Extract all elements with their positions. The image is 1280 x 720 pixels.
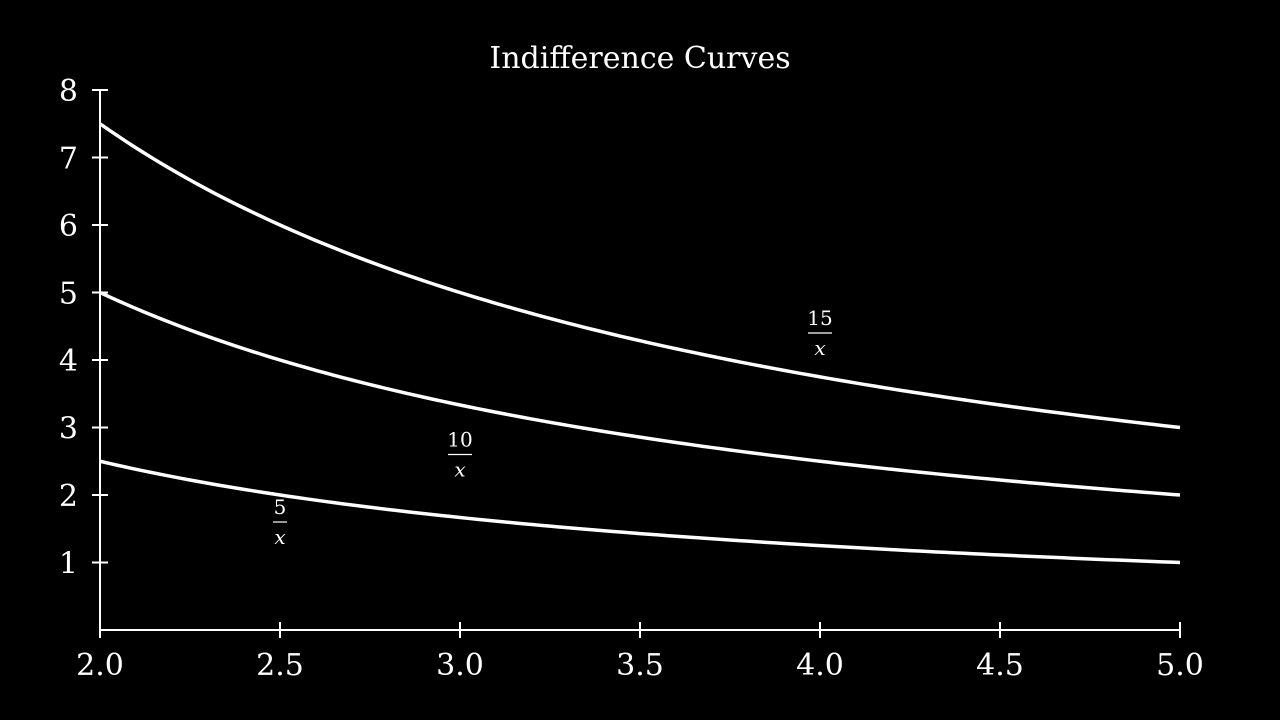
y-tick-label: 8: [59, 74, 78, 109]
curve-label-numerator: 10: [447, 428, 472, 452]
x-tick-label: 5.0: [1156, 648, 1204, 683]
curve-label-numerator: 5: [274, 495, 287, 519]
y-tick-label: 7: [59, 142, 78, 177]
y-tick-label: 4: [59, 344, 78, 379]
curve-label-10: 10 x: [447, 428, 472, 482]
y-tick-label: 5: [59, 277, 78, 312]
chart-title: Indifference Curves: [489, 41, 790, 76]
curve-label-denominator: x: [274, 525, 285, 549]
curve-label-denominator: x: [814, 336, 825, 360]
curve-label-denominator: x: [454, 458, 465, 482]
curves: [99, 122, 1181, 565]
y-axis-ticks: 1 2 3 4 5 6 7 8: [59, 74, 108, 582]
curve-10-over-x: [99, 290, 1181, 497]
curve-label-5: 5x: [273, 495, 287, 549]
curve-label-numerator: 15: [807, 306, 832, 330]
curve-15-over-x: [99, 122, 1181, 430]
y-tick-label: 2: [59, 479, 78, 514]
x-tick-label: 3.0: [436, 648, 484, 683]
y-tick-label: 1: [59, 547, 78, 582]
axes: [99, 90, 1180, 631]
y-tick-label: 6: [59, 209, 78, 244]
x-tick-label: 2.0: [76, 648, 124, 683]
x-axis-ticks: 2.0 2.5 3.0 3.5 4.0 4.5 5.0: [76, 622, 1204, 683]
x-tick-label: 4.0: [796, 648, 844, 683]
y-tick-label: 3: [59, 412, 78, 447]
x-tick-label: 2.5: [256, 648, 304, 683]
x-tick-label: 4.5: [976, 648, 1024, 683]
x-tick-label: 3.5: [616, 648, 664, 683]
curve-label-15: 15 x: [807, 306, 832, 360]
curve-5-over-x: [99, 459, 1181, 565]
